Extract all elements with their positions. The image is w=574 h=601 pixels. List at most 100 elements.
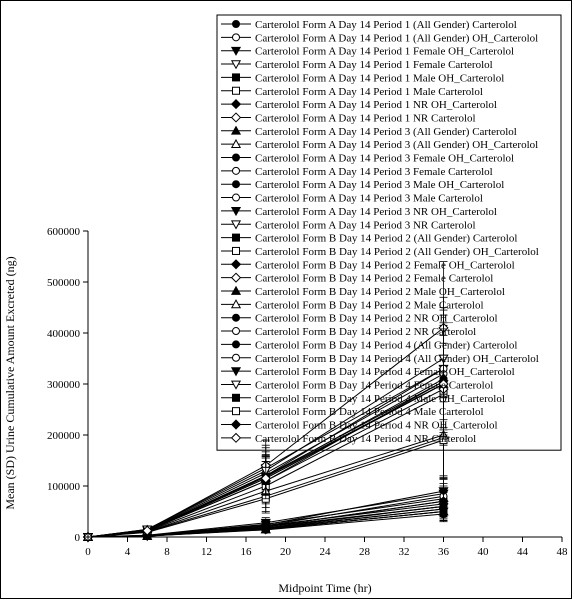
legend-marker	[232, 33, 240, 42]
legend-marker	[230, 125, 242, 135]
legend-label: Carterolol Form A Day 14 Period 1 Female…	[255, 59, 493, 71]
legend-marker	[232, 86, 240, 95]
legend-item: Carterolol Form B Day 14 Period 2 NR OH_…	[221, 313, 498, 325]
legend-label: Carterolol Form B Day 14 Period 4 NR Car…	[255, 433, 476, 445]
legend-marker	[230, 46, 242, 56]
legend-label: Carterolol Form B Day 14 Period 4 Male C…	[255, 406, 484, 418]
data-point	[438, 496, 449, 507]
x-tick-label: 4	[125, 546, 131, 558]
legend-marker	[230, 419, 242, 430]
legend-label: Carterolol Form B Day 14 Period 2 NR Car…	[255, 326, 476, 338]
legend-marker	[232, 180, 240, 189]
legend-marker	[230, 432, 242, 443]
legend-marker	[232, 166, 240, 175]
legend-item: Carterolol Form B Day 14 Period 2 Female…	[221, 272, 493, 285]
x-tick-label: 48	[557, 546, 569, 558]
y-tick-label: 0	[75, 532, 81, 544]
legend-item: Carterolol Form A Day 14 Period 1 Female…	[221, 59, 493, 71]
legend-label: Carterolol Form B Day 14 Period 2 Female…	[255, 259, 515, 271]
legend-label: Carterolol Form B Day 14 Period 4 Female…	[255, 366, 515, 378]
legend-marker	[232, 407, 240, 416]
legend-label: Carterolol Form B Day 14 Period 4 (All G…	[255, 339, 517, 351]
legend-label: Carterolol Form A Day 14 Period 3 Female…	[255, 166, 493, 178]
legend-item: Carterolol Form B Day 14 Period 4 Female…	[221, 379, 493, 391]
legend-marker	[232, 340, 240, 349]
axes-layer: 0 4 8 12 16 20 24 28 32 36 40 44 4801000002000003000…	[47, 226, 568, 558]
legend-marker	[230, 60, 242, 70]
legend-item: Carterolol Form B Day 14 Period 4 Male O…	[221, 393, 505, 405]
series-line	[87, 439, 444, 538]
legend-item: Carterolol Form A Day 14 Period 3 (All G…	[221, 125, 517, 138]
legend-item: Carterolol Form A Day 14 Period 1 Female…	[221, 46, 514, 58]
legend-marker	[232, 246, 240, 255]
x-tick-label: 36	[438, 546, 450, 558]
series-line	[87, 383, 444, 538]
legend-marker	[230, 299, 242, 309]
legend-item: Carterolol Form A Day 14 Period 3 Female…	[221, 153, 514, 165]
x-axis-label: Midpoint Time (hr)	[278, 581, 371, 595]
legend-label: Carterolol Form A Day 14 Period 3 NR OH_…	[255, 206, 497, 218]
legend-item: Carterolol Form B Day 14 Period 4 NR OH_…	[221, 419, 498, 432]
x-tick-label: 44	[517, 546, 529, 558]
x-tick-label: 12	[201, 546, 212, 558]
legend-marker	[232, 153, 240, 162]
legend-item: Carterolol Form A Day 14 Period 3 Female…	[221, 166, 493, 178]
legend-marker	[230, 272, 242, 283]
legend-marker	[232, 353, 240, 362]
y-tick-label: 400000	[47, 328, 81, 340]
legend-marker	[230, 220, 242, 230]
legend-label: Carterolol Form B Day 14 Period 2 Female…	[255, 273, 493, 285]
legend-label: Carterolol Form B Day 14 Period 4 (All G…	[255, 353, 539, 365]
y-tick-label: 200000	[47, 430, 81, 442]
legend-marker	[232, 233, 240, 242]
legend-box	[216, 14, 562, 451]
legend-marker	[232, 393, 240, 402]
legend-item: Carterolol Form B Day 14 Period 2 Male O…	[221, 285, 505, 298]
series-line	[87, 500, 444, 538]
x-tick-label: 28	[359, 546, 371, 558]
x-tick-label: 32	[399, 546, 410, 558]
x-tick-label: 20	[280, 546, 292, 558]
legend-label: Carterolol Form A Day 14 Period 3 Male O…	[255, 179, 504, 191]
legend-item: Carterolol Form A Day 14 Period 3 Male O…	[221, 179, 504, 191]
legend-label: Carterolol Form A Day 14 Period 3 Male C…	[255, 193, 483, 205]
y-tick-label: 600000	[47, 226, 81, 238]
legend-item: Carterolol Form A Day 14 Period 1 (All G…	[221, 19, 517, 31]
legend-label: Carterolol Form B Day 14 Period 2 (All G…	[255, 246, 539, 258]
legend-item: Carterolol Form B Day 14 Period 2 (All G…	[221, 233, 517, 245]
legend-label: Carterolol Form B Day 14 Period 2 (All G…	[255, 233, 517, 245]
y-tick-label: 100000	[47, 481, 81, 493]
legend-label: Carterolol Form B Day 14 Period 4 Female…	[255, 379, 493, 391]
legend-item: Carterolol Form B Day 14 Period 4 Male C…	[221, 406, 484, 418]
legend-marker	[232, 193, 240, 202]
legend-label: Carterolol Form B Day 14 Period 2 NR OH_…	[255, 313, 498, 325]
legend-item: Carterolol Form A Day 14 Period 3 (All G…	[221, 138, 538, 151]
x-tick-label: 16	[241, 546, 253, 558]
data-point	[142, 525, 153, 536]
legend-marker	[232, 327, 240, 336]
legend-marker	[230, 380, 242, 390]
y-tick-label: 300000	[47, 379, 81, 391]
legend-label: Carterolol Form A Day 14 Period 1 (All G…	[255, 19, 517, 31]
series-32	[82, 328, 449, 543]
legend-item: Carterolol Form A Day 14 Period 1 (All G…	[221, 32, 538, 44]
legend-marker	[230, 259, 242, 270]
legend-item: Carterolol Form A Day 14 Period 3 NR Car…	[221, 219, 476, 231]
legend-item: Carterolol Form B Day 14 Period 4 NR Car…	[221, 432, 476, 445]
legend-marker	[230, 207, 242, 217]
legend-label: Carterolol Form B Day 14 Period 4 Male O…	[255, 393, 505, 405]
data-point	[260, 473, 271, 484]
legend-marker	[232, 20, 240, 28]
legend-marker	[230, 367, 242, 377]
data-point	[260, 521, 271, 532]
legend-marker	[232, 73, 240, 82]
legend-marker	[230, 138, 242, 149]
legend-item: Carterolol Form B Day 14 Period 4 (All G…	[221, 353, 539, 365]
x-tick-label: 8	[164, 546, 170, 558]
legend: Carterolol Form A Day 14 Period 1 (All G…	[216, 14, 562, 451]
legend-item: Carterolol Form B Day 14 Period 4 Female…	[221, 366, 515, 378]
series-line	[87, 358, 444, 538]
legend-item: Carterolol Form A Day 14 Period 3 NR OH_…	[221, 206, 497, 218]
legend-label: Carterolol Form B Day 14 Period 2 Male O…	[255, 286, 505, 298]
